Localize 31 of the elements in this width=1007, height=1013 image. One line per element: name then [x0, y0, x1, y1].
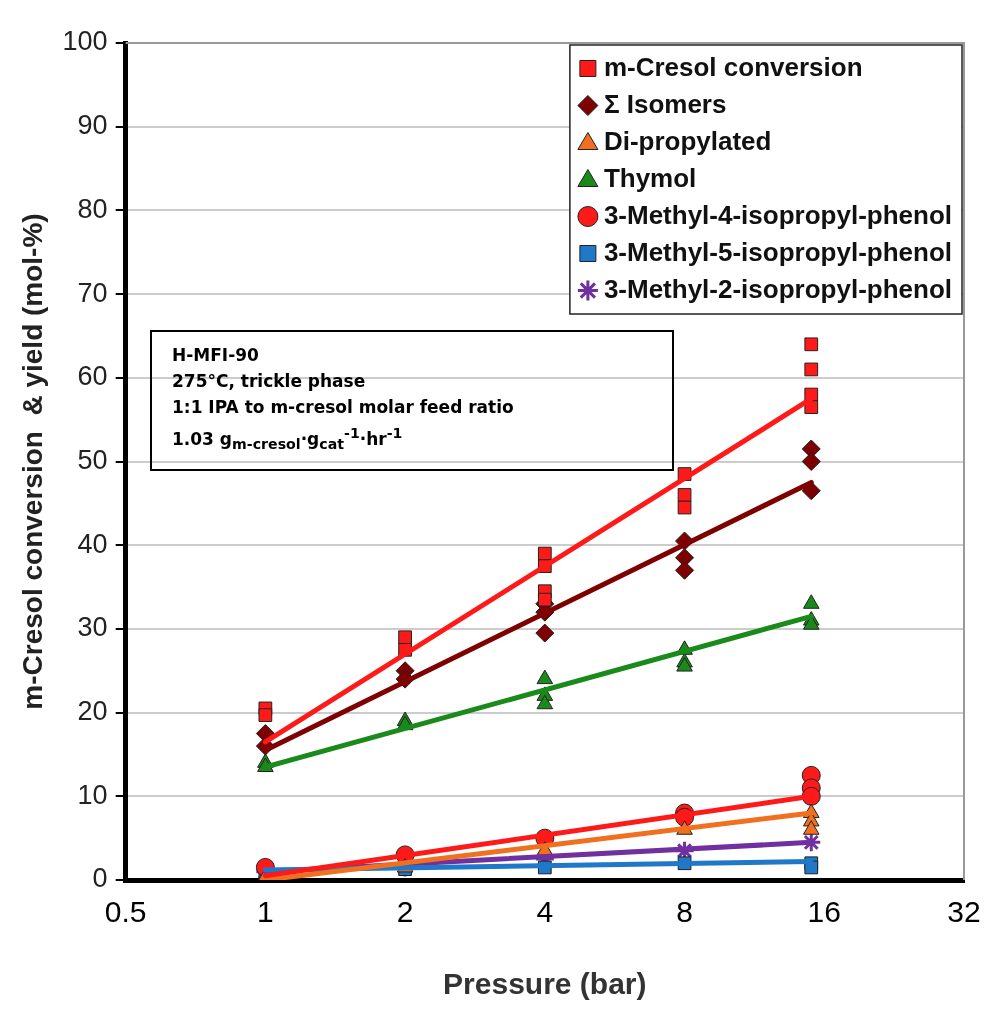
legend-label: 3-Methyl-5-isopropyl-phenol [603, 236, 953, 267]
y-axis-title: m-Cresol conversion & yield (mol-%) [16, 213, 48, 710]
y-tick-label: 100 [62, 26, 108, 57]
annotation: H-MFI-90 [172, 344, 260, 367]
y-tick-label: 90 [77, 110, 108, 141]
y-tick-label: 70 [77, 277, 108, 308]
annotation: 1:1 IPA to m-cresol molar feed ratio [172, 396, 515, 419]
legend-label: 3-Methyl-4-isopropyl-phenol [603, 199, 953, 230]
x-tick-label: 4 [536, 895, 554, 929]
x-tick-label: 2 [396, 895, 414, 929]
y-tick-label: 80 [77, 193, 108, 224]
y-tick-label: 40 [77, 528, 108, 559]
legend-label: Di-propylated [603, 125, 772, 156]
y-tick-label: 20 [77, 696, 108, 727]
x-tick-label: 32 [947, 895, 981, 929]
annotation: 275°C, trickle phase [172, 370, 367, 393]
x-axis-title: Pressure (bar) [443, 967, 647, 1001]
y-tick-label: 50 [77, 444, 108, 475]
annotation: 1.03 g$_{m-cresol}$·g$_{cat}$$^{-1}$·hr$^{-1}$ [172, 424, 404, 455]
x-tick-label: 1 [257, 895, 274, 929]
y-tick-label: 30 [77, 612, 108, 643]
legend-label: Thymol [603, 162, 697, 193]
y-tick-label: 60 [77, 361, 108, 392]
x-tick-label: 16 [807, 895, 841, 929]
y-tick-label: 0 [92, 863, 108, 894]
legend-label: m-Cresol conversion [603, 51, 863, 82]
legend-label: 3-Methyl-2-isopropyl-phenol [603, 273, 953, 304]
y-tick-label: 10 [77, 779, 108, 810]
x-tick-label: 0.5 [104, 895, 147, 929]
x-tick-label: 8 [676, 895, 693, 929]
legend-label: Σ Isomers [603, 88, 727, 119]
